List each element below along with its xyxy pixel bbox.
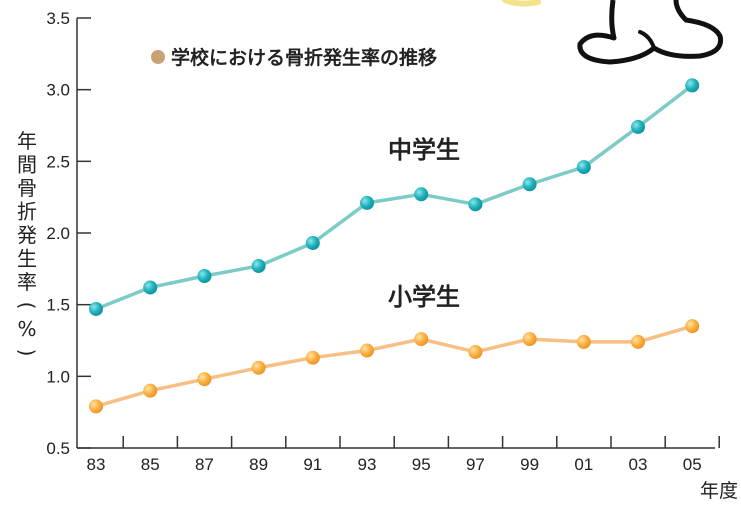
series-label: 中学生 <box>388 136 460 164</box>
data-point <box>143 383 158 398</box>
data-point <box>468 197 483 212</box>
series-label: 小学生 <box>388 283 460 311</box>
data-point <box>360 195 374 210</box>
x-tick-label: 95 <box>412 455 431 474</box>
y-axis-label-char: ( <box>15 302 39 310</box>
y-tick-label: 0.5 <box>46 439 70 458</box>
y-axis-label-char: % <box>17 317 36 341</box>
data-point <box>251 258 266 273</box>
data-point <box>631 119 645 134</box>
series-line <box>95 324 693 409</box>
data-point <box>685 319 700 334</box>
x-tick-label: 93 <box>358 455 377 474</box>
data-point <box>89 301 103 316</box>
data-point <box>360 343 374 358</box>
x-tick-label: 05 <box>683 455 702 474</box>
x-tick-label: 03 <box>629 455 648 474</box>
data-point <box>468 344 483 359</box>
y-tick-label: 3.0 <box>46 81 70 100</box>
data-point <box>251 360 266 375</box>
y-tick-label: 3.5 <box>46 9 70 28</box>
data-point <box>89 399 103 414</box>
data-point <box>522 177 537 192</box>
data-point <box>685 78 700 93</box>
y-axis-label-char: 生 <box>17 247 37 271</box>
data-point <box>576 160 591 175</box>
cartoon-figure-decoration <box>502 0 724 65</box>
data-point <box>197 372 212 387</box>
x-tick-label: 83 <box>87 455 106 474</box>
data-point <box>143 280 158 295</box>
y-axis-label-char: 率 <box>17 270 37 294</box>
y-tick-label: 1.5 <box>46 296 70 315</box>
x-tick-label: 89 <box>249 455 268 474</box>
series-elementary: 小学生 <box>89 283 700 414</box>
data-point <box>522 332 537 347</box>
y-axis-label-char: 骨 <box>17 176 37 200</box>
axes: 0.5 1.0 1.5 2.0 2.5 3.0 3.5 83 85 87 89 91 93 95 97 99 0… <box>46 9 720 474</box>
data-point <box>305 350 320 365</box>
x-tick-label: 97 <box>466 455 485 474</box>
y-tick-label: 2.5 <box>46 152 70 171</box>
x-tick-label: 99 <box>520 455 539 474</box>
x-axis-label: 年度 <box>700 480 738 502</box>
y-axis-label-char: 年 <box>17 129 37 153</box>
series-junior-high: 中学生 <box>89 78 700 316</box>
x-tick-label: 01 <box>574 455 593 474</box>
y-axis-label-char: ) <box>15 349 39 357</box>
data-point <box>414 332 429 347</box>
data-point <box>305 236 320 251</box>
y-axis-label-char: 折 <box>17 200 37 224</box>
series-line <box>95 83 694 311</box>
y-axis-label-char: 発 <box>17 223 37 247</box>
chart-title: 学校における骨折発生率の推移 <box>171 46 437 69</box>
x-tick-label: 87 <box>195 455 214 474</box>
data-point <box>631 334 645 349</box>
chart-legend: 学校における骨折発生率の推移 <box>151 46 437 69</box>
legend-dot <box>151 50 165 64</box>
x-tick-label: 91 <box>303 455 322 474</box>
y-tick-label: 1.0 <box>46 367 70 386</box>
data-point <box>414 187 429 202</box>
x-tick-label: 85 <box>141 455 160 474</box>
y-tick-label: 2.0 <box>46 224 70 243</box>
data-point <box>576 334 591 349</box>
y-axis-label-char: 間 <box>17 153 37 177</box>
data-point <box>197 269 212 283</box>
